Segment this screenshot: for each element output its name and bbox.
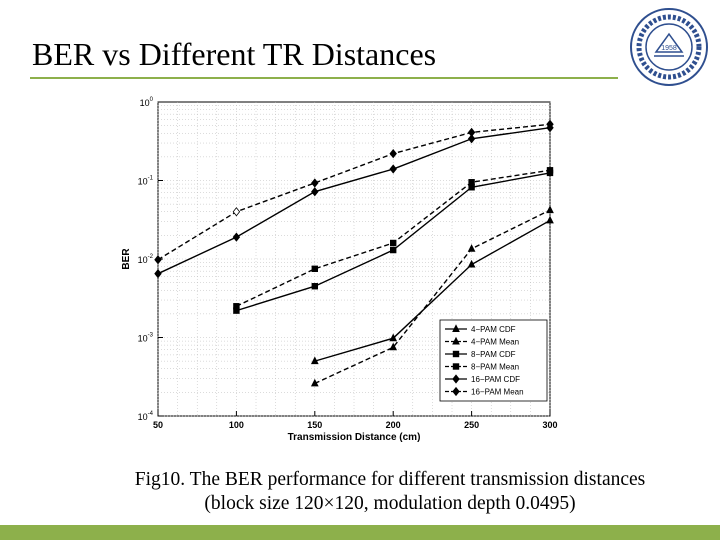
diamond-marker <box>311 187 319 197</box>
square-marker <box>468 179 475 186</box>
series-3 <box>233 167 554 310</box>
figure-caption: Fig10. The BER performance for different… <box>120 468 660 516</box>
title-underline <box>30 77 618 79</box>
x-tick-label: 250 <box>464 420 479 430</box>
legend-box <box>439 319 548 402</box>
legend-label: 4−PAM CDF <box>471 325 516 334</box>
diamond-marker <box>154 255 162 265</box>
legend-label: 4−PAM Mean <box>471 338 519 347</box>
diamond-marker <box>311 178 319 188</box>
series-line <box>314 209 551 385</box>
diamond-marker <box>467 127 476 138</box>
triangle-marker <box>452 324 460 333</box>
triangle-marker <box>546 205 554 214</box>
legend-label: 16−PAM Mean <box>471 388 524 397</box>
x-tick-label: 150 <box>307 420 322 430</box>
square-marker <box>452 350 460 358</box>
x-tick-label: 200 <box>386 420 401 430</box>
series-0 <box>310 215 554 365</box>
square-marker <box>389 246 397 254</box>
triangle-marker <box>546 215 554 224</box>
series-line <box>314 219 551 362</box>
square-marker <box>389 239 397 247</box>
legend-label: 8−PAM Mean <box>471 363 519 372</box>
y-tick-label: 10-4 <box>138 411 154 422</box>
diamond-marker <box>546 119 554 129</box>
x-tick-label: 300 <box>542 420 557 430</box>
series-5 <box>154 119 554 265</box>
triangle-marker <box>389 333 398 342</box>
triangle-marker <box>389 342 398 351</box>
y-tick-label: 10-1 <box>138 176 154 187</box>
square-marker <box>233 303 240 310</box>
triangle-marker <box>467 259 476 268</box>
legend: 4−PAM CDF 4−PAM Mean 8−PAM CDF 8−PAM Mean 16… <box>439 319 548 402</box>
diamond-marker <box>389 148 397 159</box>
series-4 <box>154 123 554 279</box>
y-tick-label: 10-2 <box>138 254 154 265</box>
y-tick-label: 10-3 <box>138 333 154 344</box>
diamond-marker <box>232 207 241 217</box>
ber-chart: 50 100 150 200 250 300 100 10-1 10-2 10-3 10-4 4−P… <box>121 97 558 443</box>
slide-title: BER vs Different TR Distances <box>32 36 437 72</box>
diamond-marker <box>467 134 476 144</box>
legend-label: 16−PAM CDF <box>471 375 520 384</box>
triangle-marker <box>310 356 319 365</box>
square-marker <box>546 167 554 174</box>
university-seal-icon: 1958 <box>630 8 708 86</box>
y-tick-label: 100 <box>140 97 154 108</box>
triangle-marker <box>467 244 476 252</box>
y-axis-label: BER <box>121 248 132 270</box>
square-marker <box>311 283 318 290</box>
x-axis-label: Transmission Distance (cm) <box>288 432 421 443</box>
diamond-marker <box>452 386 460 397</box>
diamond-marker <box>154 269 162 279</box>
series-1 <box>310 205 554 387</box>
caption-line-1: Fig10. The BER performance for different… <box>134 469 646 490</box>
x-tick-label: 50 <box>153 420 163 430</box>
diamond-marker <box>232 232 241 242</box>
axes: 50 100 150 200 250 300 100 10-1 10-2 10-3 10-4 <box>138 97 558 430</box>
footer-bar <box>0 525 720 540</box>
series-line <box>157 127 551 275</box>
seal-year: 1958 <box>661 45 677 52</box>
triangle-marker <box>310 378 319 387</box>
caption-line-2: (block size 120×120, modulation depth 0.… <box>204 493 576 514</box>
x-tick-label: 100 <box>229 420 244 430</box>
legend-label: 8−PAM CDF <box>471 350 516 359</box>
square-marker <box>311 265 318 273</box>
diamond-marker <box>389 164 397 174</box>
diamond-marker <box>452 374 460 384</box>
series-group <box>154 119 554 387</box>
square-marker <box>452 363 460 370</box>
series-line <box>157 123 551 261</box>
triangle-marker <box>452 336 460 345</box>
